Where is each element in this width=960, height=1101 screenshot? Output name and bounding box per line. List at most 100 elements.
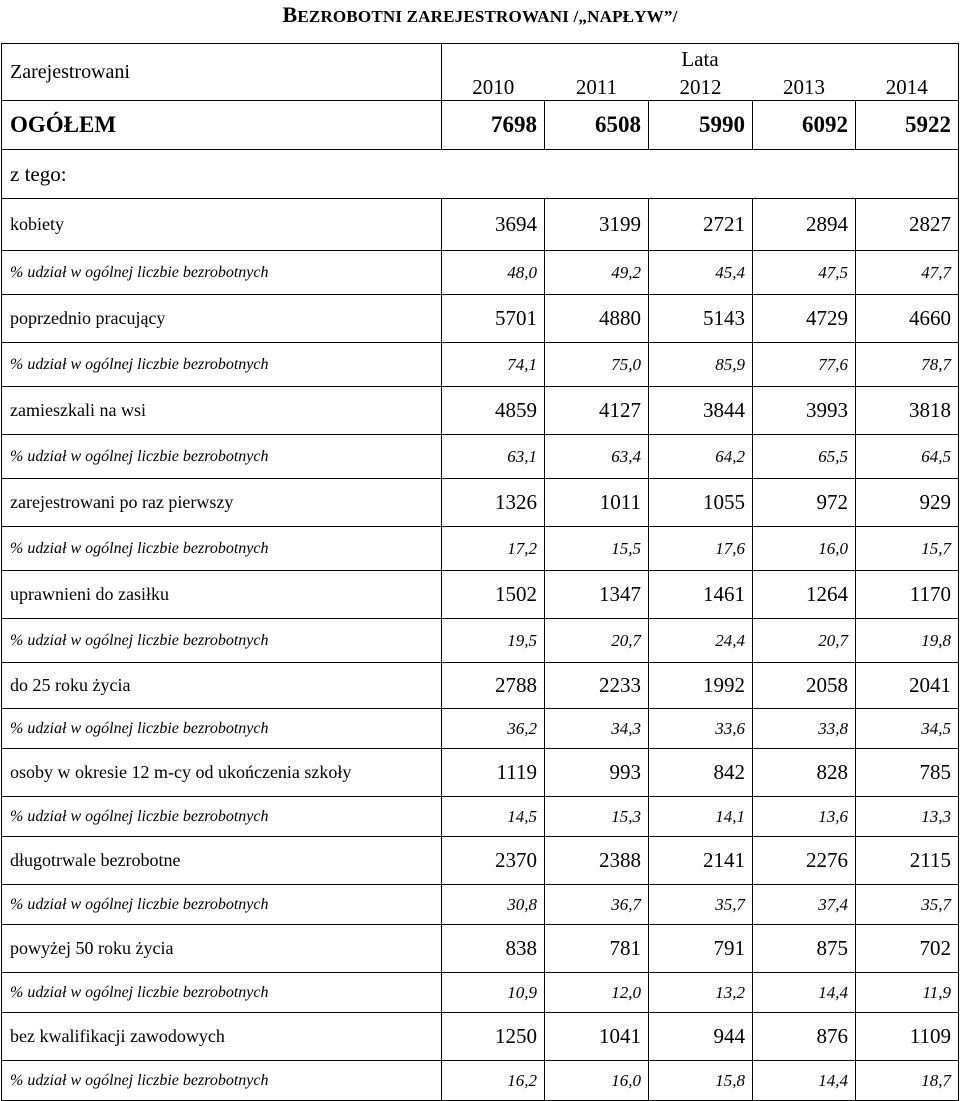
category-value: 791 bbox=[648, 924, 753, 973]
percent-share-value: 15,5 bbox=[544, 526, 649, 571]
percent-share-value: 75,0 bbox=[544, 342, 649, 387]
percent-share-value: 85,9 bbox=[648, 342, 753, 387]
percent-share-value: 19,5 bbox=[441, 618, 545, 663]
category-value: 3818 bbox=[854, 386, 960, 435]
category-value: 2827 bbox=[854, 198, 960, 251]
header-row-label: Zarejestrowani bbox=[1, 43, 442, 101]
percent-share-row: % udział w ogólnej liczbie bezrobotnych 1… bbox=[1, 972, 960, 1013]
total-value: 6508 bbox=[544, 100, 649, 150]
category-value: 1347 bbox=[544, 570, 649, 619]
percent-share-value: 35,7 bbox=[648, 884, 753, 925]
percent-share-value: 45,4 bbox=[648, 250, 753, 295]
percent-share-label: % udział w ogólnej liczbie bezrobotnych bbox=[1, 618, 442, 663]
total-value: 5990 bbox=[648, 100, 753, 150]
percent-share-label: % udział w ogólnej liczbie bezrobotnych bbox=[1, 972, 442, 1013]
percent-share-value: 63,1 bbox=[441, 434, 545, 479]
category-value: 3844 bbox=[648, 386, 753, 435]
category-row: bez kwalifikacji zawodowych 1250 1041 944 87… bbox=[1, 1012, 960, 1061]
percent-share-value: 74,1 bbox=[441, 342, 545, 387]
category-value: 944 bbox=[648, 1012, 753, 1061]
category-value: 2721 bbox=[648, 198, 753, 251]
category-value: 1011 bbox=[544, 478, 649, 527]
percent-share-value: 15,3 bbox=[544, 796, 649, 837]
percent-share-value: 35,7 bbox=[854, 884, 960, 925]
percent-share-value: 14,5 bbox=[441, 796, 545, 837]
percent-share-value: 13,6 bbox=[752, 796, 856, 837]
category-value: 1461 bbox=[648, 570, 753, 619]
percent-share-value: 12,0 bbox=[544, 972, 649, 1013]
header-year: 2011 bbox=[544, 74, 649, 101]
total-value: 5922 bbox=[854, 100, 960, 150]
percent-share-row: % udział w ogólnej liczbie bezrobotnych 7… bbox=[1, 342, 960, 387]
category-value: 5701 bbox=[441, 294, 545, 343]
category-value: 875 bbox=[752, 924, 856, 973]
document-title: BEZROBOTNI ZAREJESTROWANI /„NAPŁYW”/ bbox=[0, 0, 960, 30]
category-label: poprzednio pracujący bbox=[1, 294, 442, 343]
percent-share-value: 17,2 bbox=[441, 526, 545, 571]
percent-share-label: % udział w ogólnej liczbie bezrobotnych bbox=[1, 1060, 442, 1101]
category-value: 1119 bbox=[441, 748, 545, 797]
percent-share-label: % udział w ogólnej liczbie bezrobotnych bbox=[1, 342, 442, 387]
header-year: 2013 bbox=[752, 74, 856, 101]
category-value: 1170 bbox=[854, 570, 960, 619]
category-row: długotrwale bezrobotne 2370 2388 2141 2276 21… bbox=[1, 836, 960, 885]
percent-share-row: % udział w ogólnej liczbie bezrobotnych 1… bbox=[1, 1060, 960, 1101]
category-value: 876 bbox=[752, 1012, 856, 1061]
percent-share-value: 14,1 bbox=[648, 796, 753, 837]
category-value: 2233 bbox=[544, 662, 649, 709]
percent-share-row: % udział w ogólnej liczbie bezrobotnych 4… bbox=[1, 250, 960, 295]
percent-share-value: 19,8 bbox=[854, 618, 960, 663]
category-value: 1264 bbox=[752, 570, 856, 619]
percent-share-label: % udział w ogólnej liczbie bezrobotnych bbox=[1, 526, 442, 571]
percent-share-value: 36,7 bbox=[544, 884, 649, 925]
percent-share-value: 63,4 bbox=[544, 434, 649, 479]
percent-share-value: 15,8 bbox=[648, 1060, 753, 1101]
percent-share-label: % udział w ogólnej liczbie bezrobotnych bbox=[1, 250, 442, 295]
header-group-label: Lata bbox=[440, 43, 960, 74]
percent-share-value: 65,5 bbox=[752, 434, 856, 479]
category-row: poprzednio pracujący 5701 4880 5143 4729 4660 bbox=[1, 294, 960, 343]
category-value: 2041 bbox=[854, 662, 960, 709]
percent-share-value: 20,7 bbox=[752, 618, 856, 663]
percent-share-value: 11,9 bbox=[854, 972, 960, 1013]
header-year: 2012 bbox=[648, 74, 753, 101]
percent-share-value: 36,2 bbox=[441, 708, 545, 749]
percent-share-value: 30,8 bbox=[441, 884, 545, 925]
percent-share-value: 15,7 bbox=[854, 526, 960, 571]
category-label: kobiety bbox=[1, 198, 442, 251]
category-value: 838 bbox=[441, 924, 545, 973]
category-value: 1992 bbox=[648, 662, 753, 709]
total-value: 7698 bbox=[441, 100, 545, 150]
percent-share-value: 47,5 bbox=[752, 250, 856, 295]
title-rest: EZROBOTNI ZAREJESTROWANI /„NAPŁYW”/ bbox=[297, 7, 678, 26]
percent-share-value: 49,2 bbox=[544, 250, 649, 295]
percent-share-value: 24,4 bbox=[648, 618, 753, 663]
category-row: powyżej 50 roku życia 838 781 791 875 702 bbox=[1, 924, 960, 973]
percent-share-value: 14,4 bbox=[752, 972, 856, 1013]
category-value: 4660 bbox=[854, 294, 960, 343]
percent-share-value: 78,7 bbox=[854, 342, 960, 387]
category-row: osoby w okresie 12 m-cy od ukończenia sz… bbox=[1, 748, 960, 797]
category-value: 1326 bbox=[441, 478, 545, 527]
category-label: bez kwalifikacji zawodowych bbox=[1, 1012, 442, 1061]
percent-share-row: % udział w ogólnej liczbie bezrobotnych 6… bbox=[1, 434, 960, 479]
category-value: 2141 bbox=[648, 836, 753, 885]
category-label: zarejestrowani po raz pierwszy bbox=[1, 478, 442, 527]
category-value: 3199 bbox=[544, 198, 649, 251]
category-value: 4729 bbox=[752, 294, 856, 343]
category-value: 1109 bbox=[854, 1012, 960, 1061]
category-value: 3993 bbox=[752, 386, 856, 435]
category-value: 3694 bbox=[441, 198, 545, 251]
category-value: 1250 bbox=[441, 1012, 545, 1061]
percent-share-value: 77,6 bbox=[752, 342, 856, 387]
category-value: 2115 bbox=[854, 836, 960, 885]
subheading-row: z tego: bbox=[0, 149, 960, 199]
category-value: 929 bbox=[854, 478, 960, 527]
category-value: 828 bbox=[752, 748, 856, 797]
header-row-group: Zarejestrowani Lata bbox=[1, 43, 960, 101]
title-first-letter: B bbox=[282, 2, 298, 27]
percent-share-row: % udział w ogólnej liczbie bezrobotnych 1… bbox=[1, 526, 960, 571]
percent-share-value: 17,6 bbox=[648, 526, 753, 571]
percent-share-row: % udział w ogólnej liczbie bezrobotnych 3… bbox=[1, 708, 960, 749]
total-row: OGÓŁEM 7698 6508 5990 6092 5922 bbox=[1, 100, 960, 150]
